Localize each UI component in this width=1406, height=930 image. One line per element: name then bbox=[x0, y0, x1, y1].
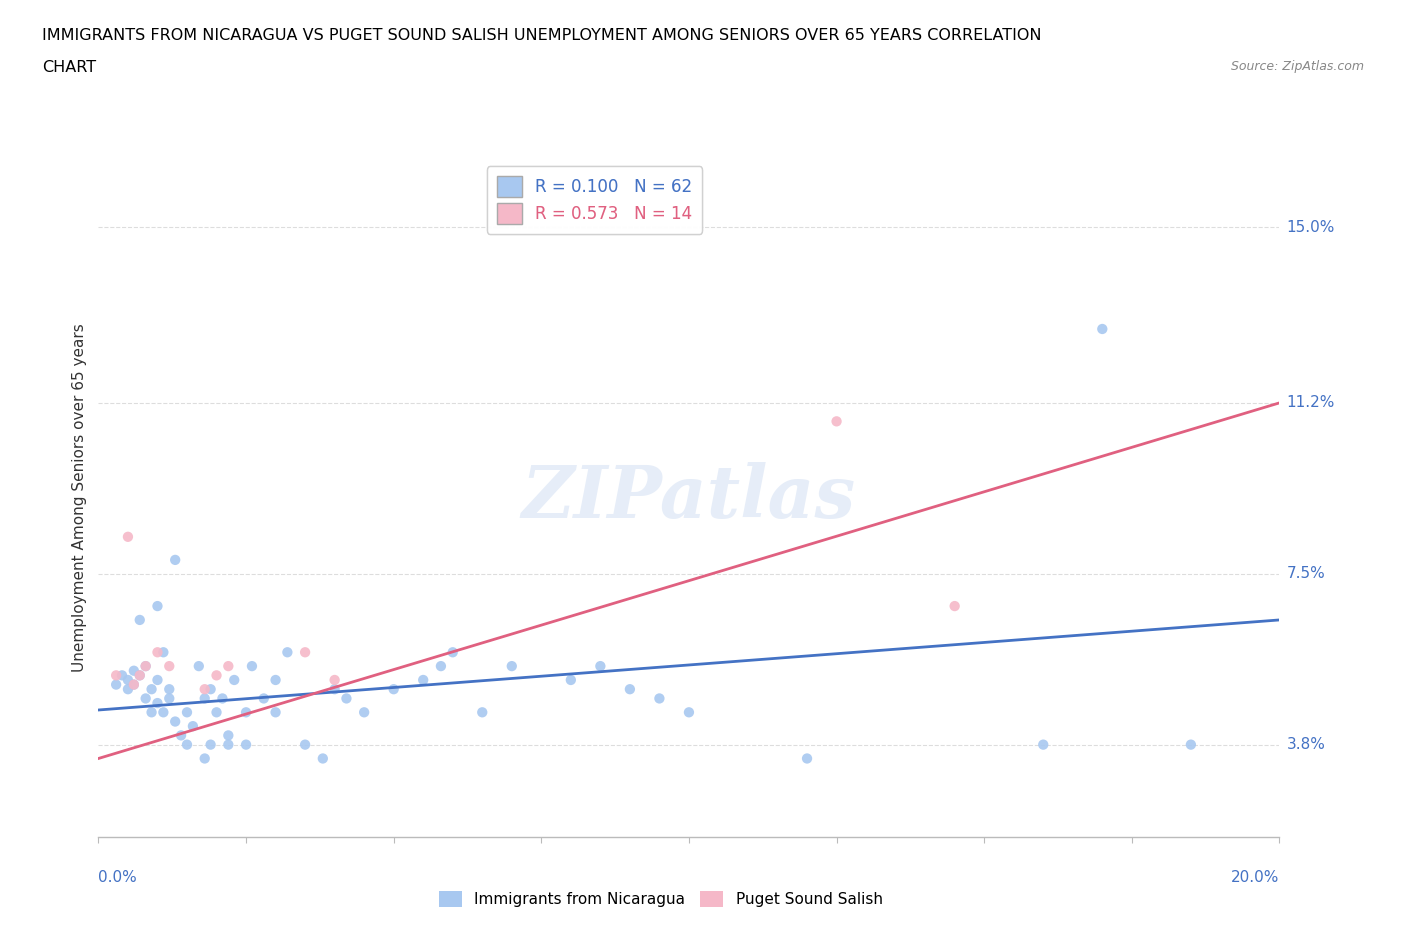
Text: Source: ZipAtlas.com: Source: ZipAtlas.com bbox=[1230, 60, 1364, 73]
Point bbox=[943, 599, 966, 614]
Point bbox=[135, 658, 157, 673]
Point bbox=[796, 751, 818, 766]
Text: ZIPatlas: ZIPatlas bbox=[522, 462, 856, 533]
Point bbox=[560, 672, 582, 687]
Point bbox=[294, 644, 316, 659]
Point bbox=[235, 705, 257, 720]
Point bbox=[117, 672, 139, 687]
Point bbox=[589, 658, 612, 673]
Point bbox=[335, 691, 357, 706]
Point bbox=[128, 668, 150, 683]
Point bbox=[224, 672, 246, 687]
Point bbox=[122, 677, 145, 692]
Point bbox=[235, 737, 257, 752]
Point bbox=[276, 644, 298, 659]
Point bbox=[1032, 737, 1054, 752]
Point bbox=[157, 691, 180, 706]
Point bbox=[217, 737, 239, 752]
Point bbox=[146, 599, 169, 614]
Point bbox=[135, 691, 157, 706]
Point bbox=[165, 552, 187, 567]
Point bbox=[194, 751, 217, 766]
Point bbox=[117, 682, 139, 697]
Point bbox=[253, 691, 276, 706]
Point bbox=[141, 682, 163, 697]
Point bbox=[471, 705, 494, 720]
Point bbox=[1091, 322, 1114, 337]
Point bbox=[157, 658, 180, 673]
Point bbox=[122, 663, 145, 678]
Point bbox=[678, 705, 700, 720]
Point bbox=[146, 696, 169, 711]
Point bbox=[157, 682, 180, 697]
Point bbox=[430, 658, 453, 673]
Point bbox=[200, 682, 222, 697]
Point bbox=[146, 672, 169, 687]
Point bbox=[264, 672, 287, 687]
Text: 0.0%: 0.0% bbox=[98, 870, 138, 884]
Point bbox=[111, 668, 134, 683]
Point bbox=[194, 691, 217, 706]
Point bbox=[240, 658, 263, 673]
Point bbox=[312, 751, 335, 766]
Point bbox=[122, 677, 145, 692]
Point bbox=[211, 691, 233, 706]
Y-axis label: Unemployment Among Seniors over 65 years: Unemployment Among Seniors over 65 years bbox=[72, 324, 87, 671]
Point bbox=[105, 677, 128, 692]
Point bbox=[205, 668, 228, 683]
Point bbox=[294, 737, 316, 752]
Point bbox=[117, 529, 139, 544]
Point bbox=[353, 705, 375, 720]
Text: 7.5%: 7.5% bbox=[1286, 566, 1326, 581]
Point bbox=[141, 705, 163, 720]
Point bbox=[152, 644, 174, 659]
Point bbox=[1180, 737, 1202, 752]
Point bbox=[648, 691, 671, 706]
Text: 20.0%: 20.0% bbox=[1232, 870, 1279, 884]
Point bbox=[187, 658, 209, 673]
Point bbox=[152, 705, 174, 720]
Point bbox=[217, 728, 239, 743]
Point bbox=[128, 613, 150, 628]
Point bbox=[170, 728, 193, 743]
Point bbox=[165, 714, 187, 729]
Text: 15.0%: 15.0% bbox=[1286, 219, 1334, 235]
Text: 11.2%: 11.2% bbox=[1286, 395, 1334, 410]
Point bbox=[135, 658, 157, 673]
Point bbox=[501, 658, 523, 673]
Point bbox=[412, 672, 434, 687]
Point bbox=[205, 705, 228, 720]
Point bbox=[619, 682, 641, 697]
Point bbox=[323, 672, 346, 687]
Point bbox=[382, 682, 405, 697]
Point bbox=[176, 737, 198, 752]
Point bbox=[200, 737, 222, 752]
Point bbox=[323, 682, 346, 697]
Point bbox=[176, 705, 198, 720]
Point bbox=[181, 719, 204, 734]
Legend: Immigrants from Nicaragua, Puget Sound Salish: Immigrants from Nicaragua, Puget Sound S… bbox=[433, 884, 889, 913]
Point bbox=[146, 644, 169, 659]
Point bbox=[825, 414, 848, 429]
Point bbox=[264, 705, 287, 720]
Text: CHART: CHART bbox=[42, 60, 96, 75]
Text: IMMIGRANTS FROM NICARAGUA VS PUGET SOUND SALISH UNEMPLOYMENT AMONG SENIORS OVER : IMMIGRANTS FROM NICARAGUA VS PUGET SOUND… bbox=[42, 28, 1042, 43]
Text: 3.8%: 3.8% bbox=[1286, 737, 1326, 752]
Point bbox=[194, 682, 217, 697]
Point bbox=[128, 668, 150, 683]
Point bbox=[441, 644, 464, 659]
Point bbox=[217, 658, 239, 673]
Legend: R = 0.100   N = 62, R = 0.573   N = 14: R = 0.100 N = 62, R = 0.573 N = 14 bbox=[486, 166, 702, 233]
Point bbox=[105, 668, 128, 683]
